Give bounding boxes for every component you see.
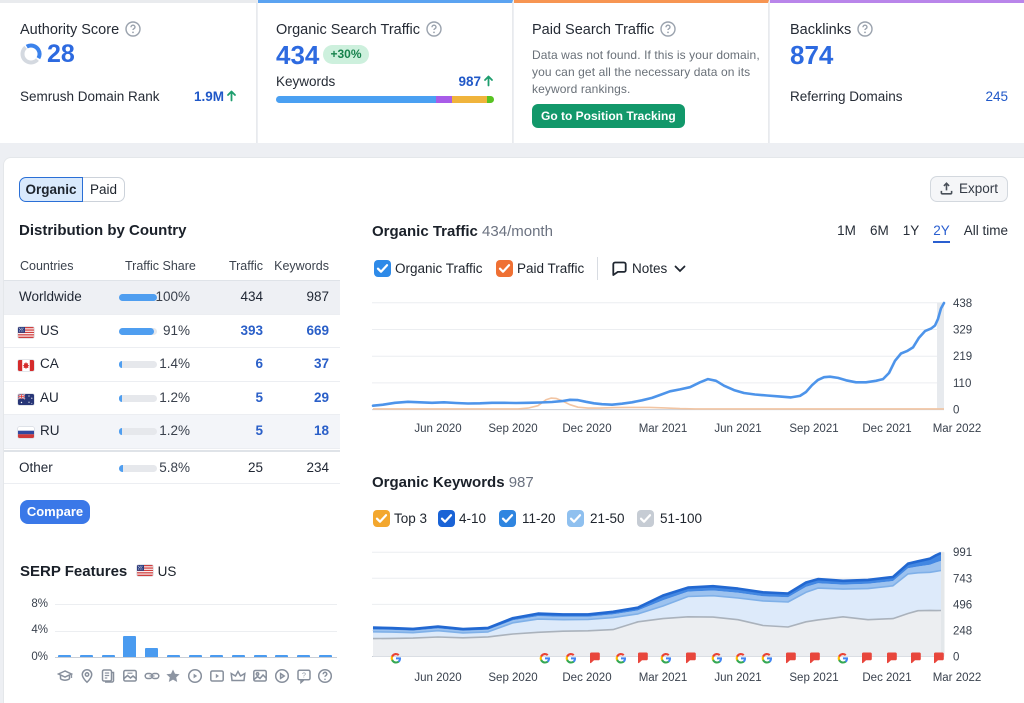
svg-text:110: 110	[953, 378, 971, 390]
svg-text:Jun 2020: Jun 2020	[414, 423, 461, 435]
svg-text:Mar 2022: Mar 2022	[933, 672, 982, 684]
svg-text:0: 0	[953, 652, 959, 664]
svg-text:Jun 2021: Jun 2021	[714, 423, 761, 435]
svg-text:Sep 2021: Sep 2021	[789, 423, 838, 435]
svg-text:Mar 2022: Mar 2022	[933, 423, 982, 435]
svg-text:Jun 2020: Jun 2020	[414, 672, 461, 684]
svg-text:Sep 2021: Sep 2021	[789, 672, 838, 684]
svg-text:Mar 2021: Mar 2021	[639, 672, 688, 684]
svg-text:Dec 2021: Dec 2021	[862, 672, 911, 684]
svg-text:?: ?	[302, 672, 306, 679]
svg-text:329: 329	[953, 325, 972, 337]
svg-text:219: 219	[953, 351, 972, 363]
svg-text:248: 248	[953, 626, 972, 638]
svg-text:743: 743	[953, 573, 972, 585]
svg-text:496: 496	[953, 599, 972, 611]
svg-text:0: 0	[953, 405, 959, 417]
svg-text:Dec 2020: Dec 2020	[562, 423, 611, 435]
svg-text:438: 438	[953, 298, 972, 310]
svg-text:Mar 2021: Mar 2021	[639, 423, 688, 435]
svg-text:991: 991	[953, 547, 972, 559]
svg-text:Dec 2021: Dec 2021	[862, 423, 911, 435]
svg-text:Sep 2020: Sep 2020	[488, 423, 537, 435]
svg-text:Dec 2020: Dec 2020	[562, 672, 611, 684]
svg-text:Sep 2020: Sep 2020	[488, 672, 537, 684]
svg-text:Jun 2021: Jun 2021	[714, 672, 761, 684]
